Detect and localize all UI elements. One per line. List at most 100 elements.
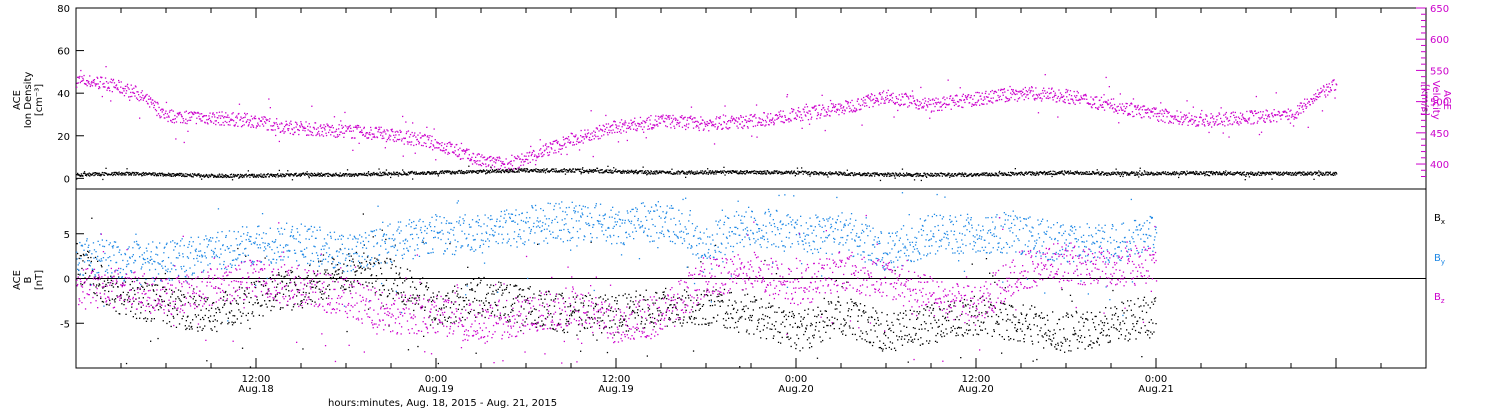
- velocity-point: [1261, 116, 1263, 118]
- density-point: [689, 173, 691, 175]
- density-point: [648, 173, 650, 175]
- velocity-point: [397, 131, 399, 133]
- density-point: [765, 173, 768, 175]
- velocity-point: [1129, 113, 1131, 116]
- density-point: [1143, 170, 1146, 172]
- density-point: [1003, 174, 1005, 176]
- density-point: [792, 172, 794, 174]
- velocity-point: [927, 106, 929, 108]
- velocity-point: [1181, 123, 1183, 126]
- velocity-point: [1185, 117, 1187, 119]
- density-point: [798, 171, 801, 173]
- velocity-point: [1042, 89, 1044, 92]
- velocity-point: [1022, 91, 1024, 93]
- density-point: [815, 173, 817, 175]
- density-point: [701, 172, 703, 174]
- velocity-point: [1322, 85, 1325, 87]
- density-point: [735, 172, 738, 174]
- velocity-point: [154, 100, 156, 103]
- velocity-point: [490, 155, 492, 158]
- density-point: [858, 173, 860, 175]
- velocity-point: [844, 110, 846, 112]
- velocity-point: [662, 114, 664, 116]
- density-point: [716, 171, 718, 173]
- velocity-point: [273, 123, 276, 125]
- density-point: [849, 173, 851, 175]
- velocity-point: [864, 105, 866, 107]
- density-point: [117, 173, 119, 176]
- velocity-point: [657, 125, 659, 127]
- density-point: [142, 171, 144, 174]
- density-point: [1188, 172, 1190, 175]
- density-point: [1324, 174, 1326, 176]
- velocity-point: [930, 103, 932, 106]
- density-point: [1302, 174, 1305, 176]
- b-bx-point: [79, 255, 81, 257]
- velocity-point: [882, 98, 884, 100]
- velocity-point: [159, 115, 161, 117]
- b-axis-title-line: B: [23, 276, 34, 283]
- velocity-point: [805, 115, 807, 117]
- density-point: [707, 168, 709, 170]
- density-point: [1212, 174, 1214, 176]
- density-point: [1096, 169, 1098, 171]
- density-point: [189, 175, 191, 177]
- density-point: [1024, 172, 1026, 175]
- density-point: [1011, 172, 1013, 174]
- velocity-point: [660, 116, 662, 118]
- velocity-point: [295, 126, 297, 128]
- velocity-point: [671, 121, 673, 124]
- density-point: [196, 175, 198, 177]
- density-point: [987, 173, 990, 175]
- density-point: [604, 171, 606, 173]
- density-point: [484, 170, 486, 172]
- velocity-point: [1057, 116, 1059, 118]
- velocity-point: [553, 140, 556, 142]
- velocity-point: [403, 143, 405, 145]
- density-point: [1120, 174, 1122, 176]
- velocity-point: [730, 121, 732, 123]
- velocity-point: [938, 101, 940, 103]
- density-point: [838, 171, 840, 173]
- velocity-point: [162, 109, 164, 111]
- velocity-point: [792, 110, 794, 113]
- density-point: [1167, 171, 1169, 173]
- density-point: [641, 172, 643, 174]
- density-point: [808, 171, 810, 173]
- density-point: [1073, 172, 1075, 174]
- density-point: [170, 174, 172, 176]
- velocity-point: [197, 112, 200, 114]
- density-point: [752, 170, 754, 172]
- density-point: [525, 168, 527, 170]
- density-point: [693, 173, 696, 175]
- velocity-point: [1194, 115, 1196, 118]
- density-point: [582, 171, 584, 174]
- velocity-point: [1042, 92, 1044, 94]
- density-point: [995, 174, 997, 176]
- density-point: [913, 179, 916, 181]
- velocity-point: [862, 100, 864, 102]
- velocity-point: [918, 105, 920, 107]
- velocity-point: [1163, 112, 1166, 114]
- velocity-point: [328, 126, 330, 128]
- velocity-point: [270, 125, 272, 127]
- velocity-point: [315, 128, 318, 130]
- density-point: [1326, 174, 1328, 176]
- density-point: [380, 173, 382, 175]
- density-point: [422, 171, 424, 173]
- velocity-point: [661, 118, 663, 120]
- density-point: [403, 171, 405, 173]
- density-point: [373, 174, 375, 176]
- velocity-point: [1245, 120, 1247, 122]
- density-point: [1156, 171, 1158, 173]
- density-point: [1305, 172, 1307, 175]
- velocity-point: [1193, 120, 1195, 122]
- velocity-point: [174, 118, 176, 120]
- velocity-point: [447, 153, 449, 155]
- density-point: [901, 168, 904, 170]
- density-point: [1173, 172, 1175, 174]
- velocity-point: [788, 121, 790, 123]
- density-point: [1260, 171, 1262, 174]
- velocity-point: [529, 161, 531, 163]
- density-point: [259, 175, 262, 178]
